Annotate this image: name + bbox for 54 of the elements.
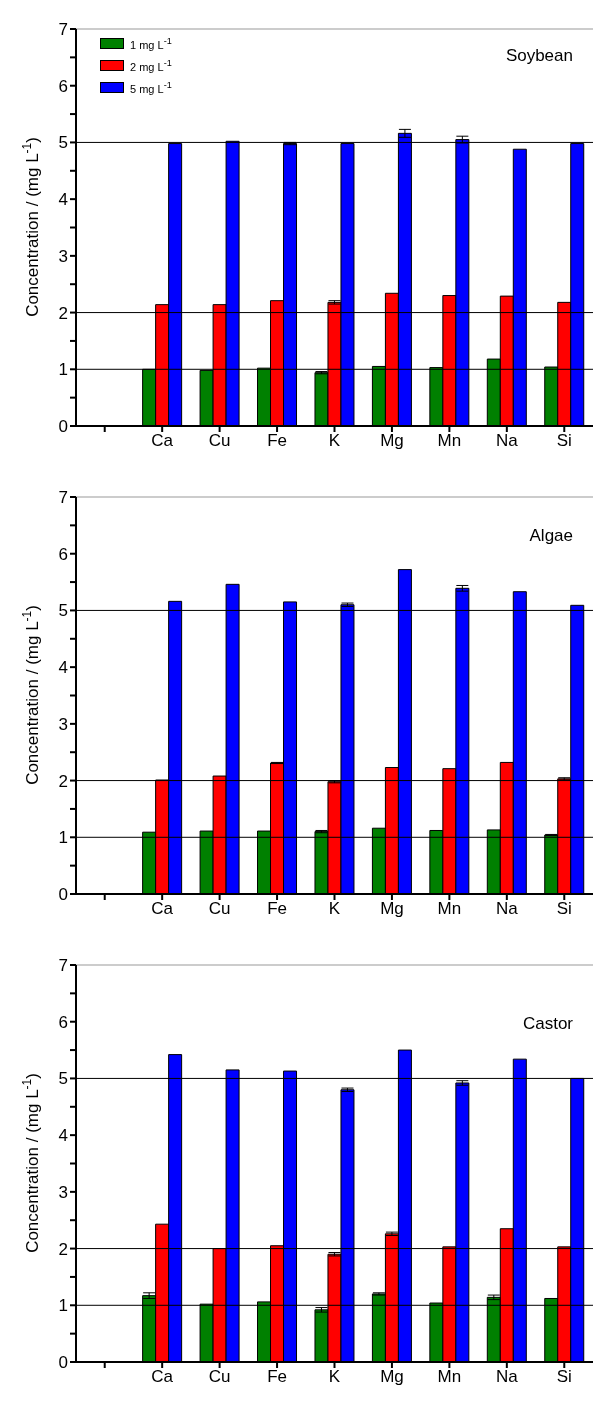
y-tick-label: 7 (58, 956, 68, 976)
y-tick-label: 4 (58, 190, 68, 210)
x-tick-label: Si (556, 1367, 572, 1387)
x-tick-label: Ca (151, 1367, 174, 1387)
legend-label: 1 mg L$^{-1}$ (130, 35, 172, 51)
x-tick-label: Fe (267, 899, 287, 919)
text: Algae (529, 526, 573, 546)
x-tick-label: Na (495, 1367, 519, 1387)
x-tick-label: Fe (267, 1367, 287, 1387)
y-tick-label: 2 (58, 1239, 68, 1259)
text: Soybean (505, 46, 573, 66)
x-tick-label: Ca (151, 899, 174, 919)
x-tick-label: K (328, 431, 341, 451)
y-tick-label: 6 (58, 1012, 68, 1032)
y-tick-label: 1 (58, 828, 68, 848)
y-tick-label: 7 (58, 20, 68, 40)
y-tick-label: 6 (58, 544, 68, 564)
y-tick-label: 7 (58, 488, 68, 508)
x-tick-label: Mg (380, 899, 404, 919)
y-tick-label: 6 (58, 76, 68, 96)
x-tick-label: Ca (151, 431, 174, 451)
y-tick-label: 1 (58, 1296, 68, 1316)
y-tick-label: 0 (58, 885, 68, 905)
x-tick-label: K (328, 899, 341, 919)
x-tick-label: Cu (208, 1367, 231, 1387)
y-tick-label: 5 (58, 601, 68, 621)
y-tick-label: 2 (58, 303, 68, 323)
y-tick-label: 3 (58, 1182, 68, 1202)
x-tick-label: Cu (208, 431, 231, 451)
y-tick-label: 4 (58, 658, 68, 678)
x-tick-label: Mg (380, 431, 404, 451)
y-tick-label: 4 (58, 1126, 68, 1146)
x-tick-label: Mn (437, 1367, 462, 1387)
x-tick-label: Fe (267, 431, 287, 451)
x-tick-label: K (328, 1367, 341, 1387)
x-tick-label: Si (556, 431, 572, 451)
x-tick-label: Cu (208, 899, 231, 919)
y-tick-label: 1 (58, 360, 68, 380)
x-tick-label: Si (556, 899, 572, 919)
y-tick-label: 3 (58, 246, 68, 266)
y-tick-label: 5 (58, 133, 68, 153)
y-tick-label: 5 (58, 1069, 68, 1089)
x-tick-label: Mn (437, 899, 462, 919)
x-tick-label: Na (495, 899, 519, 919)
y-tick-label: 0 (58, 417, 68, 437)
y-tick-label: 3 (58, 714, 68, 734)
y-tick-label: 2 (58, 771, 68, 791)
x-tick-label: Mn (437, 431, 462, 451)
legend-label: 5 mg L$^{-1}$ (130, 79, 172, 95)
x-tick-label: Mg (380, 1367, 404, 1387)
text: Castor (522, 1014, 573, 1034)
x-tick-label: Na (495, 431, 519, 451)
y-tick-label: 0 (58, 1353, 68, 1373)
legend-label: 2 mg L$^{-1}$ (130, 57, 172, 73)
